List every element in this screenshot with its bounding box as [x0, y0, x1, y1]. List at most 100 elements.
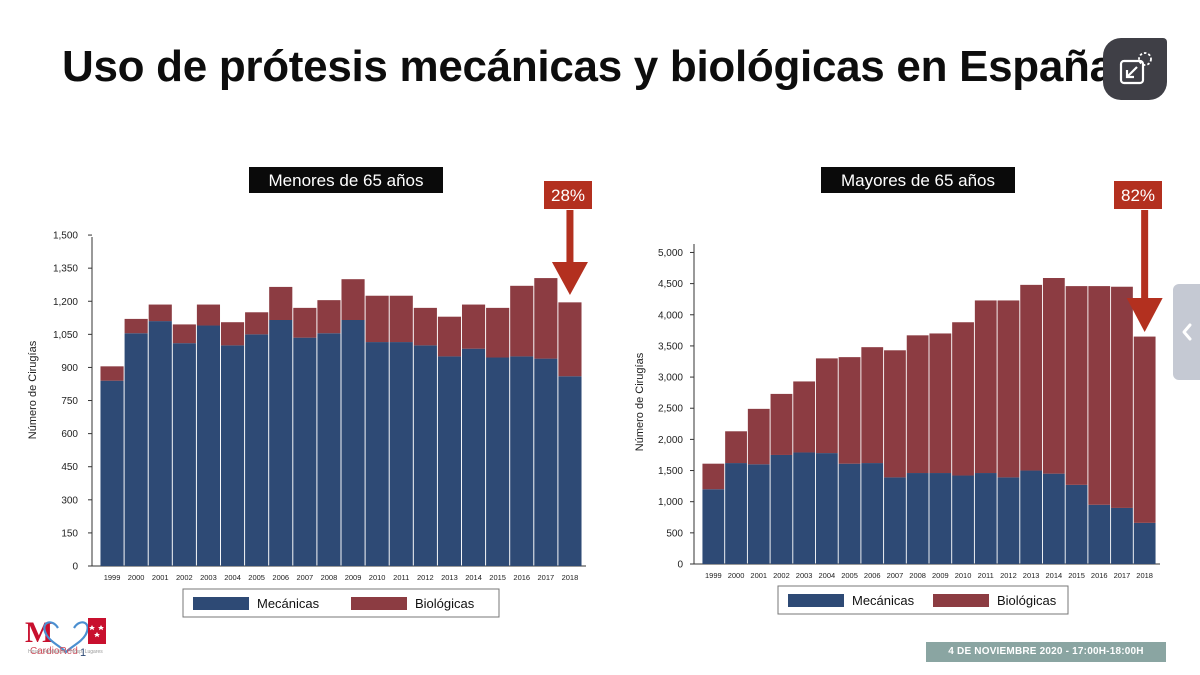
chart1-title-bg: [249, 167, 443, 193]
chart2-title-bg: [821, 167, 1015, 193]
chart2-title: Mayores de 65 años: [841, 171, 995, 190]
chart1-legend-label: Mecánicas: [257, 596, 320, 611]
chart1-y-tick-label: 750: [61, 396, 78, 407]
chart2-y-tick-label: 1,500: [658, 466, 683, 477]
cardiored-logo: M CardioRed 1: [22, 612, 122, 664]
chart2-bar-biologicas: [1042, 278, 1065, 474]
chart1-x-tick-label: 2013: [441, 573, 458, 582]
chart2-bar-biologicas: [702, 463, 725, 490]
chart2-x-tick-label: 2010: [955, 571, 972, 580]
chart2-x-tick-label: 2014: [1046, 571, 1063, 580]
chart1-y-axis-label: Número de Cirugías: [27, 340, 39, 439]
chart1-x-tick-label: 2005: [248, 573, 265, 582]
chart2-legend-label: Biológicas: [997, 593, 1057, 608]
chart1-bar-biologicas: [317, 300, 341, 334]
chart2-y-tick-label: 4,500: [658, 279, 683, 290]
chart2-annotation-arrow-shaft: [1141, 210, 1149, 300]
chart1-x-tick-label: 2003: [200, 573, 217, 582]
chart2-bar-biologicas: [884, 350, 906, 478]
chart1-bar-mecanicas: [389, 342, 413, 566]
chart1-bar-mecanicas: [365, 342, 389, 566]
chart2-bar-mecanicas: [815, 453, 838, 564]
chart2-bar-mecanicas: [952, 475, 974, 564]
chart2-x-tick-label: 1999: [705, 571, 722, 580]
chart1-bar-mecanicas: [317, 333, 341, 566]
chart2-y-tick-label: 2,000: [658, 435, 683, 446]
chart2-annotation-label: 82%: [1121, 186, 1155, 205]
chart2-bar-biologicas: [974, 300, 997, 474]
chart1-bar-biologicas: [365, 295, 389, 343]
chart2-bar-mecanicas: [747, 464, 770, 564]
chart1-x-tick-label: 2011: [393, 573, 409, 582]
chart1-x-tick-label: 2006: [272, 573, 289, 582]
chart2-bar-biologicas: [997, 300, 1020, 478]
chart2-x-tick-label: 2013: [1023, 571, 1040, 580]
chart1-bar-mecanicas: [148, 321, 172, 566]
chart2-annotation-arrow-head: [1126, 298, 1163, 332]
chart1-bar-mecanicas: [486, 357, 510, 566]
chart2-y-tick-label: 500: [666, 528, 683, 539]
chart1-x-tick-label: 2014: [465, 573, 482, 582]
chart2-bar-biologicas: [861, 347, 884, 464]
chart1-annotation-label: 28%: [551, 186, 585, 205]
chart2-x-tick-label: 2009: [932, 571, 949, 580]
chart2-legend-label: Mecánicas: [852, 593, 915, 608]
chart1-bar-biologicas: [558, 302, 582, 377]
chart1-y-tick-label: 0: [72, 562, 78, 573]
chart1-y-tick-label: 1,350: [53, 264, 78, 275]
open-external-icon: [1119, 52, 1152, 85]
chart2-legend-swatch: [933, 594, 989, 607]
chart2-x-tick-label: 2004: [819, 571, 836, 580]
chart1-legend-label: Biológicas: [415, 596, 475, 611]
chart1-x-tick-label: 2004: [224, 573, 241, 582]
chart2-bar-mecanicas: [702, 489, 725, 564]
chart1-bar-biologicas: [100, 366, 124, 381]
chart1-bar-mecanicas: [293, 337, 317, 566]
chart1-bar-mecanicas: [413, 345, 437, 566]
chart1-y-tick-label: 1,050: [53, 330, 78, 341]
chart1-x-tick-label: 2008: [321, 573, 338, 582]
chart2-bar-biologicas: [1088, 286, 1111, 505]
chart2-x-tick-label: 2011: [978, 571, 994, 580]
chart2-y-tick-label: 0: [677, 560, 683, 571]
chart1-x-tick-label: 2012: [417, 573, 434, 582]
chart1-annotation-arrow-head: [551, 262, 588, 295]
chart2-bar-biologicas: [1020, 284, 1043, 471]
chart1-y-tick-label: 900: [61, 363, 78, 374]
chart2-bar-mecanicas: [725, 463, 747, 564]
chart1-legend-swatch: [351, 597, 407, 610]
chart2-bar-mecanicas: [1111, 507, 1133, 564]
chart2-x-tick-label: 2001: [750, 571, 767, 580]
chart1-x-tick-label: 2007: [297, 573, 314, 582]
chart2-x-tick-label: 2012: [1000, 571, 1017, 580]
chart1-y-tick-label: 1,500: [53, 231, 78, 242]
chart1-y-tick-label: 300: [61, 495, 78, 506]
logo-name: CardioRed: [30, 646, 78, 657]
logo-number: 1: [80, 647, 86, 659]
chart2-bar-mecanicas: [997, 477, 1020, 564]
chart2-bar-mecanicas: [1133, 522, 1156, 564]
chart2-x-tick-label: 2000: [728, 571, 745, 580]
open-external-button[interactable]: [1103, 38, 1167, 100]
chart1-bar-biologicas: [245, 312, 269, 335]
chart1-bar-mecanicas: [245, 334, 269, 566]
chart1-bar-mecanicas: [437, 356, 462, 566]
chart1-bar-mecanicas: [100, 380, 124, 566]
chart2-x-tick-label: 2003: [796, 571, 813, 580]
chart2-x-tick-label: 2016: [1091, 571, 1108, 580]
chart1-bar-mecanicas: [534, 358, 558, 566]
chart2-y-tick-label: 4,000: [658, 310, 683, 321]
chart1-bar-biologicas: [196, 304, 221, 326]
chart1-title: Menores de 65 años: [269, 171, 424, 190]
side-panel-toggle[interactable]: [1173, 284, 1200, 380]
logo-letter: M: [25, 616, 53, 649]
chart1-x-tick-label: 2009: [345, 573, 362, 582]
chart2-bar-biologicas: [815, 358, 838, 454]
slide-title: Uso de prótesis mecánicas y biológicas e…: [62, 42, 1114, 91]
chart1-bar-biologicas: [293, 307, 317, 338]
chart1-bar-biologicas: [461, 304, 486, 349]
chart1-bar-mecanicas: [461, 348, 486, 566]
chart2-bar-biologicas: [929, 333, 952, 474]
chart1-bar-biologicas: [220, 322, 245, 346]
